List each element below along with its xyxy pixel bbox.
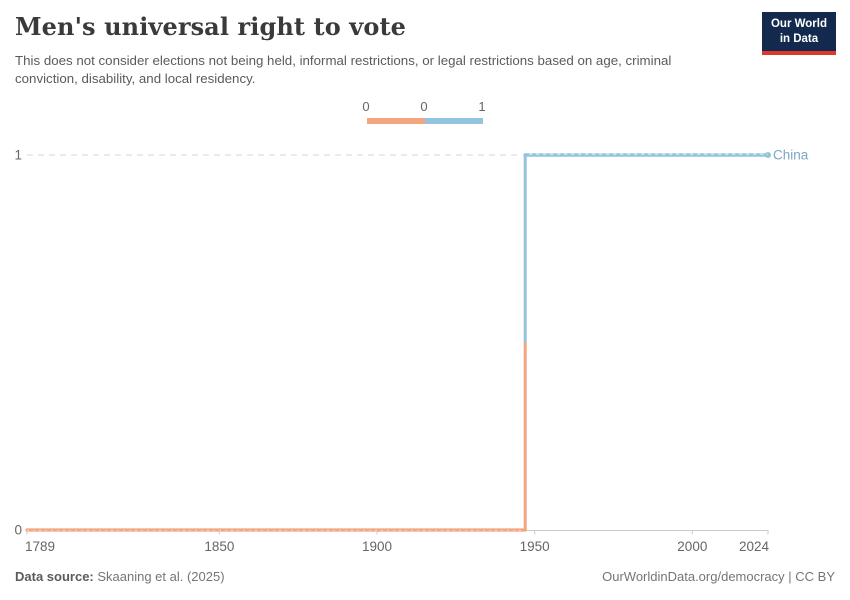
owid-logo-line2: in Data [779, 32, 819, 45]
license-link[interactable]: OurWorldinData.org/democracy | CC BY [602, 569, 835, 584]
legend-tick-label: 0 [420, 99, 428, 114]
y-tick-label: 0 [14, 523, 22, 538]
page-title: Men's universal right to vote [15, 12, 407, 41]
x-tick-label: 2000 [677, 539, 707, 554]
chart-subtitle: This does not consider elections not bei… [15, 53, 672, 86]
legend-segment-high[interactable] [425, 118, 483, 124]
data-source-value: Skaaning et al. (2025) [93, 569, 225, 584]
owid-logo-line1: Our World [770, 18, 827, 30]
data-source-label: Data source: [15, 569, 94, 584]
series-label-china[interactable]: China [773, 148, 809, 163]
x-tick-label: 1950 [520, 539, 550, 554]
data-source-note: Data source: Skaaning et al. (2025) [15, 569, 225, 584]
legend-tick-label: 1 [478, 99, 486, 114]
legend-segment-low[interactable] [367, 118, 425, 124]
series-endpoint-marker [765, 152, 771, 158]
x-tick-label: 2024 [739, 539, 770, 554]
owid-logo[interactable]: Our World in Data [761, 12, 836, 55]
x-tick-label: 1789 [25, 539, 55, 554]
x-tick-label: 1850 [204, 539, 234, 554]
legend-tick-label: 0 [362, 99, 370, 114]
x-tick-label: 1900 [362, 539, 392, 554]
y-tick-label: 1 [14, 148, 22, 163]
